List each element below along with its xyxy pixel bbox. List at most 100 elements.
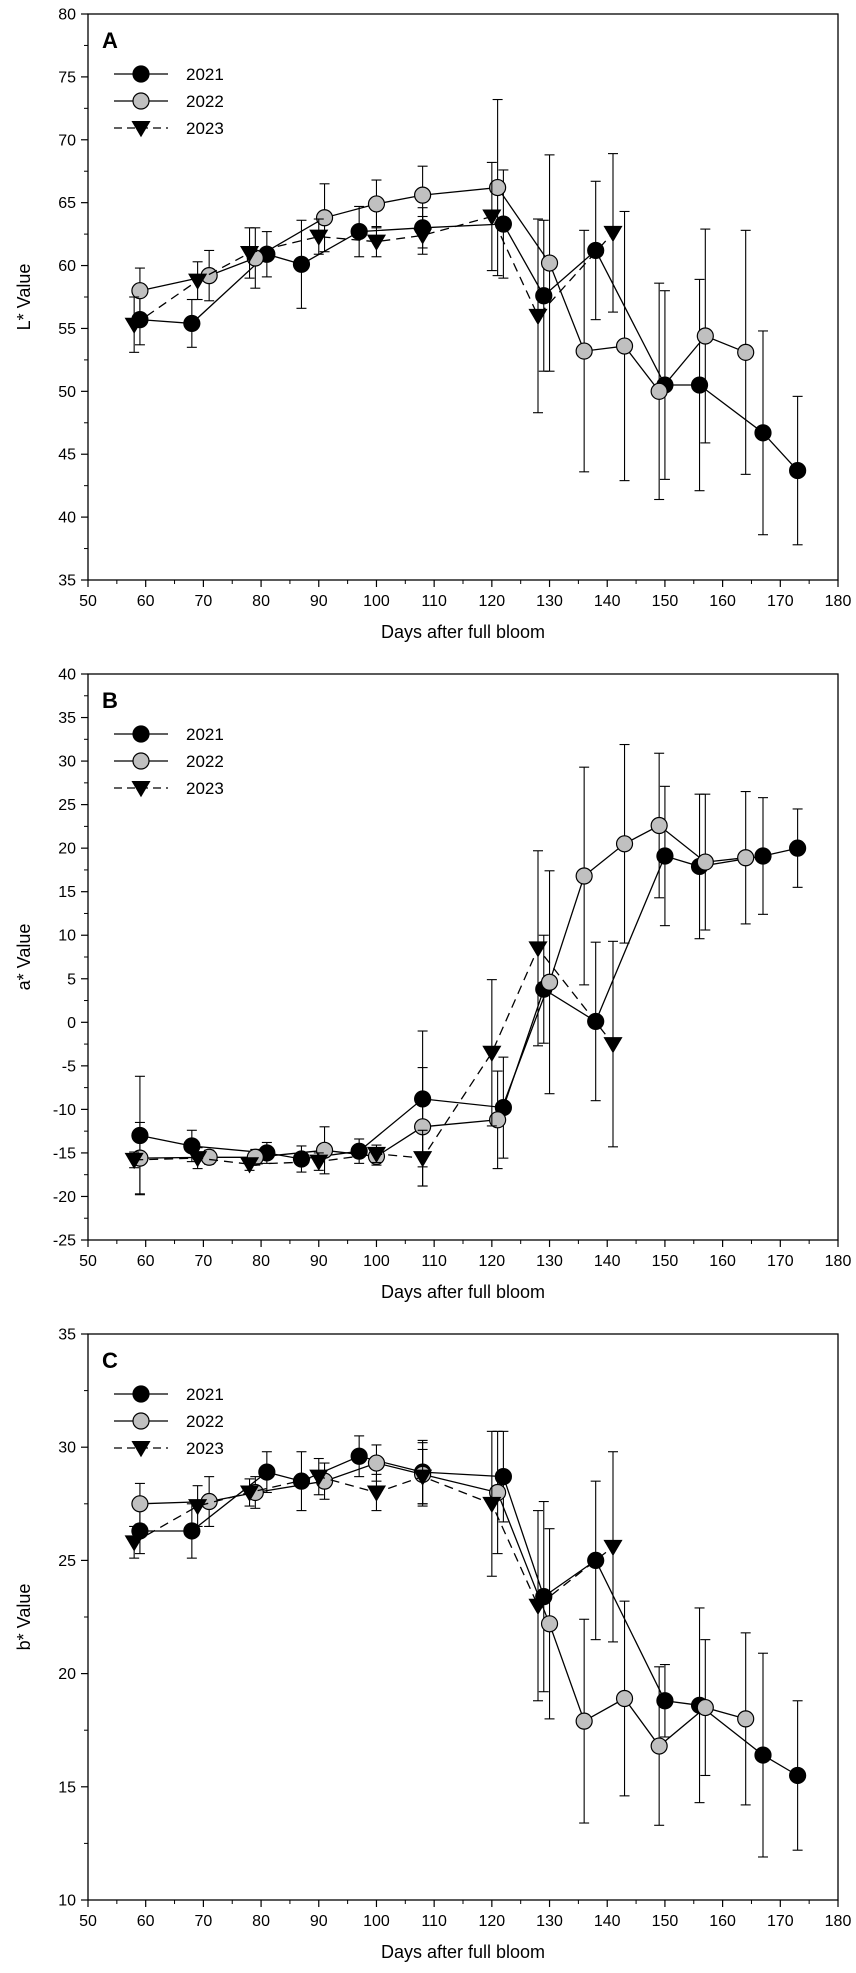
x-tick-label: 180: [825, 1253, 852, 1270]
legend-label: 2022: [186, 752, 224, 771]
legend-marker: [131, 121, 151, 138]
series-line: [139, 824, 746, 1159]
y-tick-label: 40: [58, 510, 76, 527]
x-tick-label: 140: [594, 1253, 621, 1270]
data-point: [482, 209, 502, 226]
x-tick-label: 60: [137, 1253, 155, 1270]
data-point: [603, 1037, 623, 1054]
data-point: [615, 337, 634, 355]
data-point: [188, 273, 208, 290]
data-point: [587, 241, 605, 260]
x-axis: 50 60 70 80 90 100 110 120 130 140 150 160 170 180: [79, 580, 851, 610]
x-tick-label: 140: [594, 593, 621, 610]
chart-panel-c: 50 60 70 80 90 100 110 120 130 140 150 160 170 180 10 1…: [0, 1320, 856, 1970]
y-tick-label: 5: [67, 971, 76, 988]
data-point: [528, 941, 548, 958]
x-tick-label: 100: [363, 1253, 390, 1270]
series-2022: [131, 743, 755, 1195]
data-point: [366, 1485, 387, 1502]
y-axis-title: b* Value: [14, 1584, 34, 1651]
data-point: [494, 1468, 512, 1486]
data-point: [350, 222, 368, 241]
panel-label: A: [102, 28, 118, 53]
data-point: [737, 1710, 755, 1728]
y-tick-label: 15: [58, 1779, 76, 1796]
series-2023: [124, 153, 623, 414]
data-point: [540, 973, 559, 991]
legend-marker: [131, 1441, 151, 1458]
data-point: [535, 287, 553, 305]
chart-panel-a: 50 60 70 80 90 100 110 120 130 140 150 160 170 180 35 4…: [0, 0, 856, 650]
x-tick-label: 150: [652, 1913, 679, 1930]
y-tick-label: 10: [58, 928, 76, 945]
legend-label: 2021: [186, 725, 224, 744]
data-point: [239, 1485, 260, 1502]
chart-panel-b: 50 60 70 80 90 100 110 120 130 140 150 160 170 180 -25…: [0, 660, 856, 1310]
y-axis-title: a* Value: [14, 924, 34, 991]
x-axis: 50 60 70 80 90 100 110 120 130 140 150 160 170 180: [79, 1900, 851, 1930]
data-point: [309, 1469, 329, 1486]
data-point: [540, 254, 559, 272]
data-point: [696, 327, 714, 345]
data-point: [258, 1463, 276, 1481]
y-tick-label: 50: [58, 384, 76, 401]
data-point: [696, 853, 714, 871]
data-point: [754, 1746, 772, 1764]
y-tick-label: -15: [53, 1145, 76, 1162]
x-tick-label: 150: [652, 1253, 679, 1270]
data-point: [603, 1539, 623, 1557]
x-tick-label: 180: [825, 1913, 852, 1930]
legend-label: 2023: [186, 779, 224, 798]
series-line: [133, 215, 614, 326]
data-point: [650, 816, 668, 835]
data-point: [603, 225, 623, 243]
x-tick-label: 90: [310, 1913, 328, 1930]
y-axis: -25 -20 -15 -10 -5 0 5 10 15 20 25 30 35 40: [53, 667, 88, 1250]
x-tick-label: 100: [363, 593, 390, 610]
x-tick-label: 80: [252, 1913, 270, 1930]
legend: 2021 2022 2023: [114, 65, 224, 138]
y-tick-label: 40: [58, 667, 76, 684]
legend-label: 2023: [186, 1439, 224, 1458]
y-tick-label: 30: [58, 754, 76, 771]
x-tick-label: 130: [536, 1913, 563, 1930]
data-point: [413, 228, 433, 245]
y-tick-label: 20: [58, 841, 76, 858]
legend-marker: [132, 65, 150, 83]
data-point: [239, 246, 260, 263]
data-point: [131, 1495, 149, 1513]
x-tick-label: 170: [767, 593, 794, 610]
legend-marker: [132, 92, 150, 110]
y-tick-label: 0: [67, 1015, 76, 1032]
x-tick-label: 50: [79, 593, 97, 610]
x-tick-label: 90: [310, 593, 328, 610]
data-point: [489, 178, 507, 197]
y-tick-label: 55: [58, 321, 76, 338]
x-tick-label: 70: [194, 593, 212, 610]
y-tick-label: 80: [58, 7, 76, 24]
x-tick-label: 150: [652, 593, 679, 610]
x-tick-label: 70: [194, 1913, 212, 1930]
data-point: [315, 209, 334, 227]
data-point: [413, 1469, 433, 1486]
y-tick-label: 65: [58, 195, 76, 212]
x-tick-label: 170: [767, 1253, 794, 1270]
y-tick-label: -20: [53, 1189, 76, 1206]
x-tick-label: 160: [709, 1253, 736, 1270]
data-point: [540, 1615, 559, 1633]
data-point: [789, 1766, 807, 1785]
data-point: [656, 1692, 674, 1710]
data-point: [188, 1151, 208, 1168]
x-tick-label: 120: [478, 593, 505, 610]
data-point: [650, 1737, 668, 1755]
data-point: [650, 382, 668, 400]
x-axis-title: Days after full bloom: [381, 1282, 545, 1302]
series-2022: [131, 98, 755, 501]
x-axis: 50 60 70 80 90 100 110 120 130 140 150 160 170 180: [79, 1240, 851, 1270]
x-tick-label: 120: [478, 1913, 505, 1930]
x-tick-label: 180: [825, 593, 852, 610]
data-point: [690, 376, 709, 394]
x-tick-label: 140: [594, 1913, 621, 1930]
data-point: [414, 186, 432, 204]
y-axis: 10 15 20 25 30 35: [58, 1327, 88, 1910]
